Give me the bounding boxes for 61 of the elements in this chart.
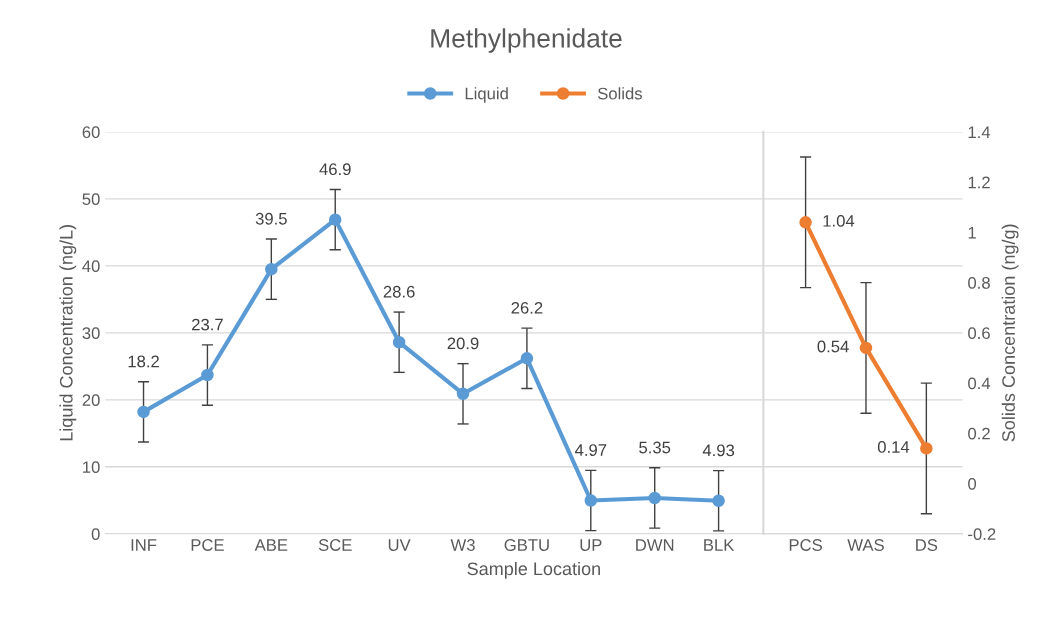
point	[799, 216, 812, 229]
x-tick-label: GBTU	[504, 539, 549, 551]
y-tick-label: 40	[82, 260, 100, 273]
point	[456, 387, 470, 401]
x-tick-label: PCS	[789, 539, 822, 551]
point	[328, 213, 342, 226]
x-tick-label: W3	[450, 539, 475, 551]
y-tick-label: 0	[91, 528, 100, 540]
point	[584, 494, 598, 507]
y2-tick-label: 0.4	[968, 377, 991, 390]
x-tick-label: WAS	[847, 539, 884, 551]
data-label: 5.35	[639, 441, 671, 454]
x-axis-title: Sample Location	[467, 561, 600, 579]
data-label: 1.04	[823, 214, 855, 227]
legend-label: Liquid	[465, 87, 508, 103]
x-tick-label: DS	[916, 539, 938, 551]
point	[712, 494, 725, 508]
y-tick-label: 60	[82, 126, 100, 139]
y-axis-title: Liquid Concentration (ng/L)	[59, 225, 77, 441]
y-tick-label: 30	[82, 327, 100, 340]
x-tick-label: INF	[131, 539, 157, 551]
x-tick-label: PCE	[191, 539, 224, 551]
y2-tick-label: 0.6	[968, 327, 990, 340]
point	[859, 341, 873, 355]
y2-axis-title: Solids Concentration (ng/g)	[1001, 224, 1019, 442]
y2-tick-label: 0.8	[968, 277, 990, 289]
data-label: 0.54	[817, 340, 849, 353]
y2-tick-label: -0.2	[968, 528, 996, 540]
y-tick-label: 10	[83, 461, 100, 474]
y2-tick-label: 1	[968, 226, 976, 239]
x-tick-label: BLK	[704, 539, 735, 551]
data-label: 0.14	[877, 441, 910, 453]
data-label: 28.6	[383, 285, 415, 298]
data-label: 26.2	[511, 301, 543, 314]
x-tick-label: UP	[580, 539, 602, 551]
x-tick-label: SCE	[318, 539, 352, 551]
point	[201, 368, 214, 382]
y2-tick-label: 0	[968, 477, 977, 490]
data-label: 46.9	[319, 163, 351, 176]
data-label: 4.97	[574, 444, 607, 456]
data-label: 39.5	[255, 212, 287, 225]
y2-tick-label: 1.4	[968, 126, 991, 138]
legend-label: Solids	[597, 87, 642, 100]
y-tick-label: 20	[82, 394, 100, 407]
chart-title: Methylphenidate	[431, 28, 622, 53]
y2-tick-label: 1.2	[968, 176, 990, 189]
data-label: 23.7	[192, 318, 223, 331]
x-tick-label: ABE	[254, 539, 288, 551]
point	[137, 405, 150, 419]
point	[392, 335, 406, 349]
point	[648, 491, 661, 505]
data-label: 18.2	[128, 355, 159, 368]
x-tick-label: UV	[388, 539, 411, 551]
point	[520, 352, 534, 365]
y-tick-label: 50	[82, 193, 100, 206]
data-label: 4.93	[702, 444, 735, 457]
x-tick-label: DWN	[636, 539, 674, 551]
y2-tick-label: 0.2	[968, 427, 990, 440]
data-label: 20.9	[447, 337, 479, 350]
point	[265, 262, 278, 276]
point	[920, 442, 933, 455]
